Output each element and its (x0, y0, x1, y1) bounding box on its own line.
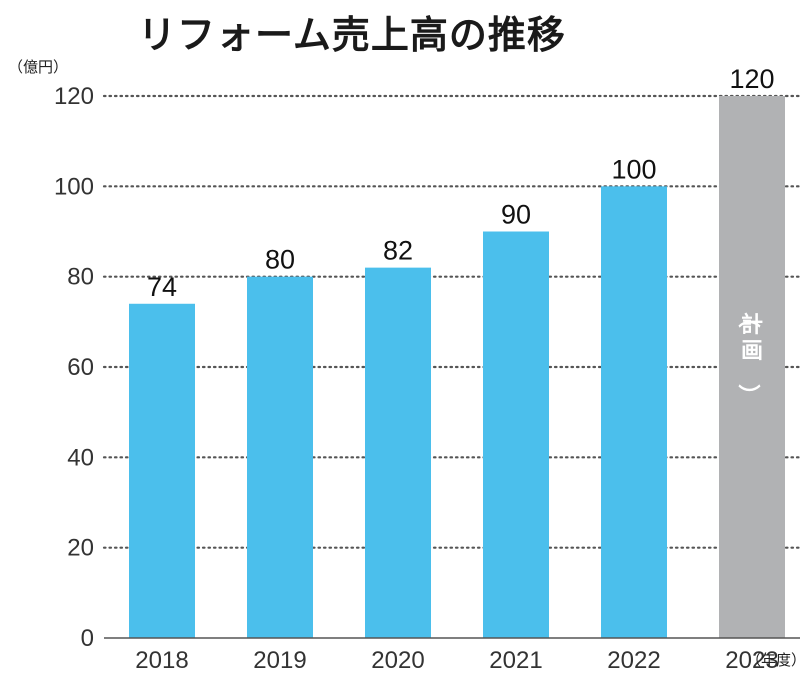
value-label-2021: 90 (501, 200, 531, 230)
chart-title: リフォーム売上高の推移 (138, 13, 566, 57)
y-tick-label: 20 (67, 535, 94, 562)
value-labels: 74 80 82 90 100 120 (147, 64, 775, 302)
annotations: （計画） (735, 306, 763, 406)
annotation-plan: （計画） (735, 306, 763, 406)
gridlines (102, 94, 802, 549)
y-axis-unit-label: （億円） (8, 58, 68, 76)
bar-2022 (601, 186, 667, 639)
x-tick-label-2023: 2023 (725, 647, 778, 674)
value-label-2023: 120 (729, 64, 774, 94)
x-tick-labels: 2018 2019 2020 2021 2022 2023 (135, 647, 778, 674)
value-label-2020: 82 (383, 236, 413, 266)
value-label-2018: 74 (147, 272, 177, 302)
y-tick-label: 40 (67, 444, 94, 471)
value-label-2019: 80 (265, 245, 295, 275)
y-tick-labels: 0 20 40 60 80 100 120 (54, 83, 94, 652)
bar-2023 (719, 96, 785, 638)
y-tick-label: 120 (54, 83, 94, 110)
x-axis-unit-label: （年度） (746, 651, 806, 669)
x-tick-label-2021: 2021 (489, 647, 542, 674)
bars (129, 96, 785, 639)
x-tick-label-2018: 2018 (135, 647, 188, 674)
bar-2020 (365, 267, 431, 638)
bar-2018 (129, 303, 195, 638)
y-tick-label: 0 (81, 625, 94, 652)
x-tick-label-2020: 2020 (371, 647, 424, 674)
y-tick-label: 80 (67, 264, 94, 291)
x-tick-label-2022: 2022 (607, 647, 660, 674)
value-label-2022: 100 (611, 154, 656, 184)
bar-2019 (247, 276, 313, 638)
bar-2021 (483, 231, 549, 638)
y-tick-label: 60 (67, 354, 94, 381)
x-tick-label-2019: 2019 (253, 647, 306, 674)
y-tick-label: 100 (54, 173, 94, 200)
annotation-text: （計画） (735, 306, 763, 406)
